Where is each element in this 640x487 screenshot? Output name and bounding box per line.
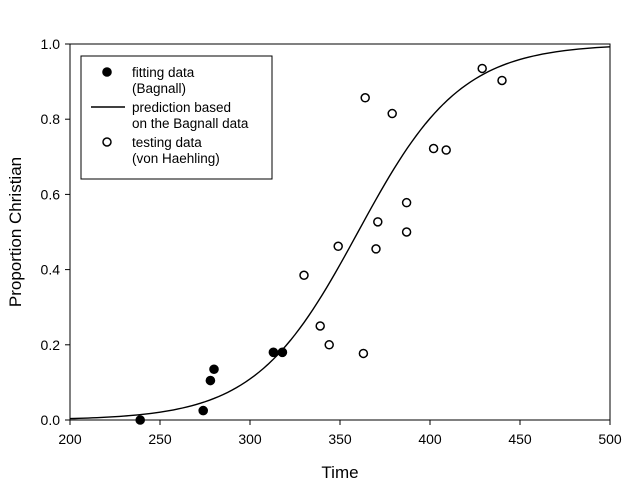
fitting-data-point: [205, 375, 216, 386]
fitting-data-point: [268, 347, 279, 358]
testing-data-point: [315, 321, 325, 331]
legend-entry-text: prediction based: [132, 100, 231, 115]
fitting-data-point: [135, 415, 145, 425]
legend-box: [80, 55, 273, 180]
y-tick-label: 0.2: [41, 337, 61, 353]
prediction-curve-layer: [69, 46, 611, 420]
testing-data-point: [401, 197, 412, 208]
testing-data-point: [373, 217, 383, 227]
testing-data-point: [477, 63, 487, 74]
testing-data-point: [387, 108, 397, 119]
x-tick-label: 500: [598, 431, 622, 447]
legend-entry-text: (von Haehling): [132, 151, 220, 166]
testing-data-point: [401, 227, 412, 237]
testing-data-point: [428, 143, 439, 154]
testing-data-point: [324, 340, 334, 350]
legend-open-marker: [102, 137, 112, 147]
fitting-data-point: [209, 364, 219, 375]
x-tick-label: 250: [148, 431, 172, 447]
legend-entry-text: on the Bagnall data: [132, 116, 249, 131]
testing-data-point: [358, 348, 369, 359]
legend: fitting data(Bagnall) prediction basedon …: [80, 55, 273, 180]
x-tick-label: 350: [328, 431, 352, 447]
legend-entry-text: (Bagnall): [132, 81, 186, 96]
y-tick-label: 0.8: [41, 111, 61, 127]
y-axis-ticks: 0.0 0.2 0.4 0.6 0.8 1.0: [41, 36, 70, 428]
x-axis-ticks: 200 250 300 350 400 450 500: [58, 420, 622, 447]
testing-data-point: [360, 93, 370, 103]
y-tick-label: 0.6: [41, 186, 61, 202]
y-tick-label: 1.0: [41, 36, 61, 52]
y-tick-label: 0.0: [41, 412, 61, 428]
data-points-layer: [135, 63, 507, 425]
fitting-data-point: [198, 405, 208, 416]
testing-data-point: [371, 244, 381, 254]
testing-data-point: [441, 145, 451, 155]
x-tick-label: 200: [58, 431, 82, 447]
prediction-curve: [69, 46, 611, 420]
testing-data-point: [333, 241, 343, 252]
fitting-data-point: [277, 347, 288, 358]
x-axis-label: Time: [321, 463, 358, 482]
x-tick-label: 450: [508, 431, 532, 447]
y-axis-label: Proportion Christian: [6, 157, 25, 307]
y-tick-label: 0.4: [41, 262, 61, 278]
legend-entry-text: fitting data: [132, 65, 195, 80]
legend-entry-text: testing data: [132, 135, 202, 150]
legend-filled-marker: [102, 67, 112, 77]
x-tick-label: 400: [418, 431, 442, 447]
x-tick-label: 300: [238, 431, 262, 447]
testing-data-point: [497, 75, 507, 86]
testing-data-point: [299, 270, 309, 280]
